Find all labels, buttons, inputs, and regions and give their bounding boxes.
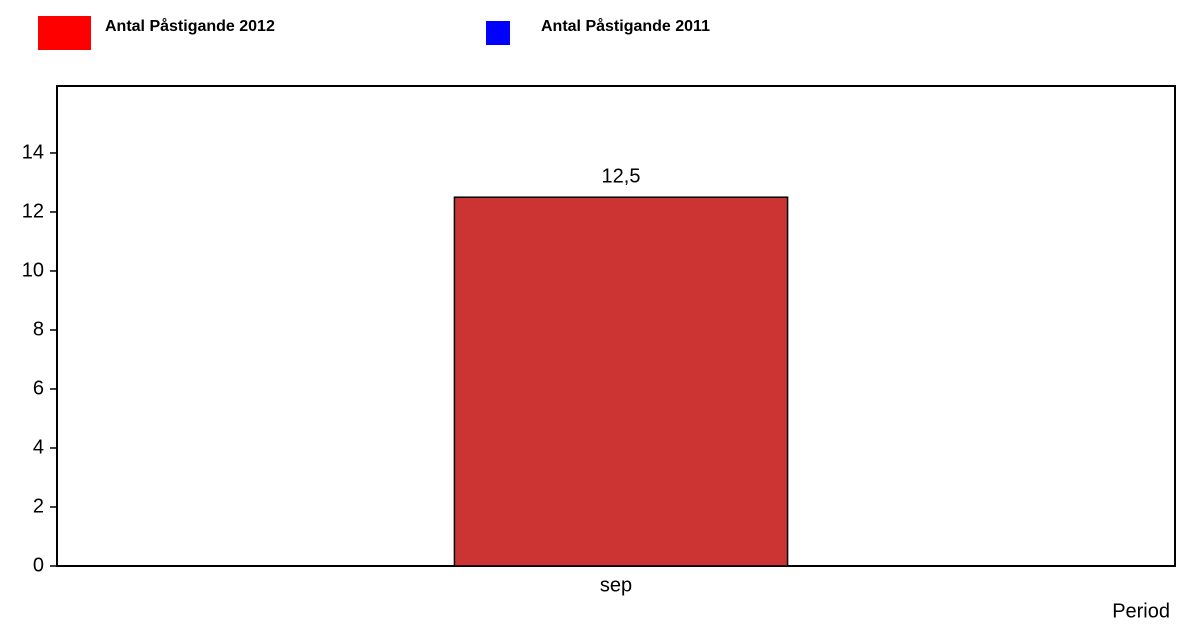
y-tick-label: 2 — [33, 495, 44, 517]
value-label: 12,5 — [602, 166, 641, 188]
y-tick-label: 10 — [22, 259, 44, 281]
y-tick-label: 12 — [22, 200, 44, 222]
bar — [453, 196, 789, 567]
legend-label: Antal Påstigande 2012 — [105, 17, 275, 35]
y-tick-label: 0 — [33, 554, 44, 576]
x-axis-label: Period — [1112, 600, 1170, 622]
legend-label: Antal Påstigande 2011 — [541, 17, 710, 35]
x-tick-label: sep — [600, 574, 632, 596]
y-tick-label: 14 — [22, 141, 44, 163]
y-tick-label: 8 — [33, 318, 44, 340]
legend-swatch — [38, 16, 91, 50]
y-tick-label: 4 — [33, 436, 44, 458]
y-tick-label: 6 — [33, 377, 44, 399]
legend-swatch — [486, 21, 510, 45]
